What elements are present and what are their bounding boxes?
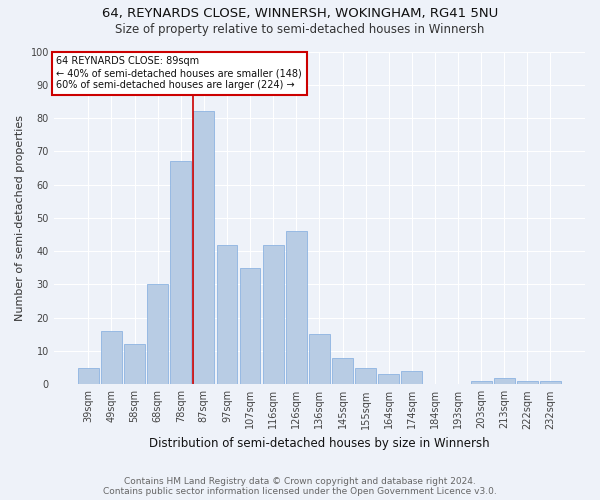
Text: Contains HM Land Registry data © Crown copyright and database right 2024.
Contai: Contains HM Land Registry data © Crown c…: [103, 476, 497, 496]
Bar: [147, 284, 168, 384]
Bar: [379, 374, 399, 384]
Bar: [309, 334, 330, 384]
Bar: [217, 244, 238, 384]
Bar: [101, 331, 122, 384]
Bar: [170, 162, 191, 384]
Bar: [540, 381, 561, 384]
Bar: [471, 381, 491, 384]
Bar: [286, 231, 307, 384]
Bar: [124, 344, 145, 385]
Text: 64, REYNARDS CLOSE, WINNERSH, WOKINGHAM, RG41 5NU: 64, REYNARDS CLOSE, WINNERSH, WOKINGHAM,…: [102, 8, 498, 20]
Bar: [517, 381, 538, 384]
Bar: [263, 244, 284, 384]
Bar: [78, 368, 99, 384]
X-axis label: Distribution of semi-detached houses by size in Winnersh: Distribution of semi-detached houses by …: [149, 437, 490, 450]
Bar: [193, 112, 214, 384]
Text: Size of property relative to semi-detached houses in Winnersh: Size of property relative to semi-detach…: [115, 22, 485, 36]
Bar: [355, 368, 376, 384]
Bar: [494, 378, 515, 384]
Bar: [401, 371, 422, 384]
Bar: [239, 268, 260, 384]
Text: 64 REYNARDS CLOSE: 89sqm
← 40% of semi-detached houses are smaller (148)
60% of : 64 REYNARDS CLOSE: 89sqm ← 40% of semi-d…: [56, 56, 302, 90]
Bar: [332, 358, 353, 384]
Y-axis label: Number of semi-detached properties: Number of semi-detached properties: [15, 115, 25, 321]
